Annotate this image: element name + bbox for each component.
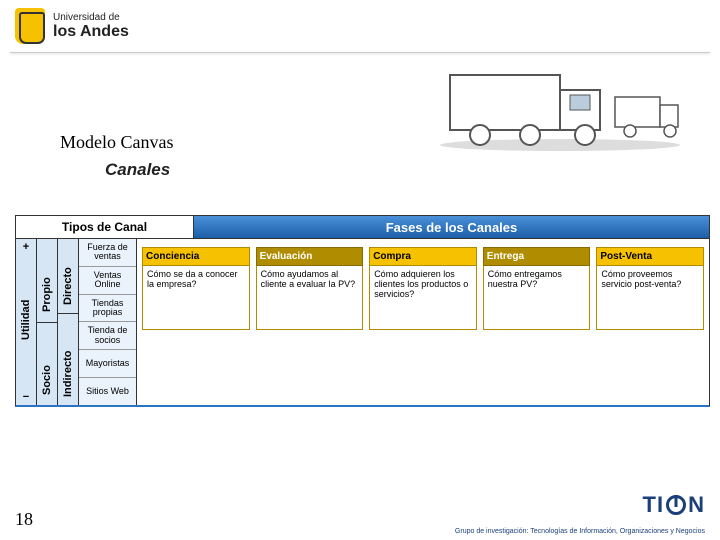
phase-title: Evaluación <box>256 247 364 266</box>
utility-label: Utilidad <box>20 300 32 340</box>
directo-label: Directo <box>62 267 74 305</box>
canvas-matrix: Tipos de Canal Fases de los Canales + Ut… <box>15 215 710 407</box>
socio-label: Socio <box>41 365 53 395</box>
phase-title: Post-Venta <box>596 247 704 266</box>
university-logo-block: Universidad de los Andes <box>15 8 129 44</box>
type-cell: Tienda de socios <box>79 322 136 350</box>
channel-types-column: Fuerza de ventas Ventas Online Tiendas p… <box>79 239 137 405</box>
type-cell: Tiendas propias <box>79 295 136 323</box>
direct-axis: Directo Indirecto <box>58 239 79 405</box>
phase-body: Cómo se da a conocer la empresa? <box>142 266 250 330</box>
phase-body: Cómo ayudamos al cliente a evaluar la PV… <box>256 266 364 330</box>
type-cell: Ventas Online <box>79 267 136 295</box>
phase-evaluacion: Evaluación Cómo ayudamos al cliente a ev… <box>256 247 364 330</box>
phase-postventa: Post-Venta Cómo proveemos servicio post-… <box>596 247 704 330</box>
power-icon <box>666 495 686 515</box>
header-left: Tipos de Canal <box>16 216 194 238</box>
propio-label: Propio <box>41 277 53 312</box>
header-divider <box>10 52 710 53</box>
truck-illustration <box>430 55 690 155</box>
university-line2: los Andes <box>53 23 129 41</box>
footer-group-text: Grupo de investigación: Tecnologías de I… <box>455 528 705 535</box>
university-name: Universidad de los Andes <box>53 12 129 41</box>
phase-title: Compra <box>369 247 477 266</box>
phase-title: Entrega <box>483 247 591 266</box>
phase-body: Cómo entregamos nuestra PV? <box>483 266 591 330</box>
header-right: Fases de los Canales <box>194 216 709 238</box>
indirecto-label: Indirecto <box>62 351 74 397</box>
tion-text-right: N <box>688 492 705 518</box>
type-cell: Fuerza de ventas <box>79 239 136 267</box>
phase-conciencia: Conciencia Cómo se da a conocer la empre… <box>142 247 250 330</box>
phase-compra: Compra Cómo adquieren los clientes los p… <box>369 247 477 330</box>
type-cell: Sitios Web <box>79 378 136 405</box>
ownership-axis: Propio Socio <box>37 239 58 405</box>
phase-title: Conciencia <box>142 247 250 266</box>
university-line1: Universidad de <box>53 12 129 23</box>
tion-text-left: TI <box>643 492 665 518</box>
matrix-header-row: Tipos de Canal Fases de los Canales <box>15 215 710 239</box>
phase-body: Cómo adquieren los clientes los producto… <box>369 266 477 330</box>
shield-icon <box>15 8 45 44</box>
page-number: 18 <box>15 509 33 530</box>
utility-axis: + Utilidad − <box>16 239 37 405</box>
phases-row: Conciencia Cómo se da a conocer la empre… <box>137 239 709 405</box>
matrix-body: + Utilidad − Propio Socio Directo Indire… <box>15 239 710 407</box>
phase-body: Cómo proveemos servicio post-venta? <box>596 266 704 330</box>
slide-subtitle: Canales <box>105 160 170 180</box>
phase-entrega: Entrega Cómo entregamos nuestra PV? <box>483 247 591 330</box>
type-cell: Mayoristas <box>79 350 136 378</box>
plus-sign: + <box>16 241 36 253</box>
tion-logo: TI N <box>643 492 705 518</box>
minus-sign: − <box>16 391 36 403</box>
slide-title: Modelo Canvas <box>60 132 173 153</box>
